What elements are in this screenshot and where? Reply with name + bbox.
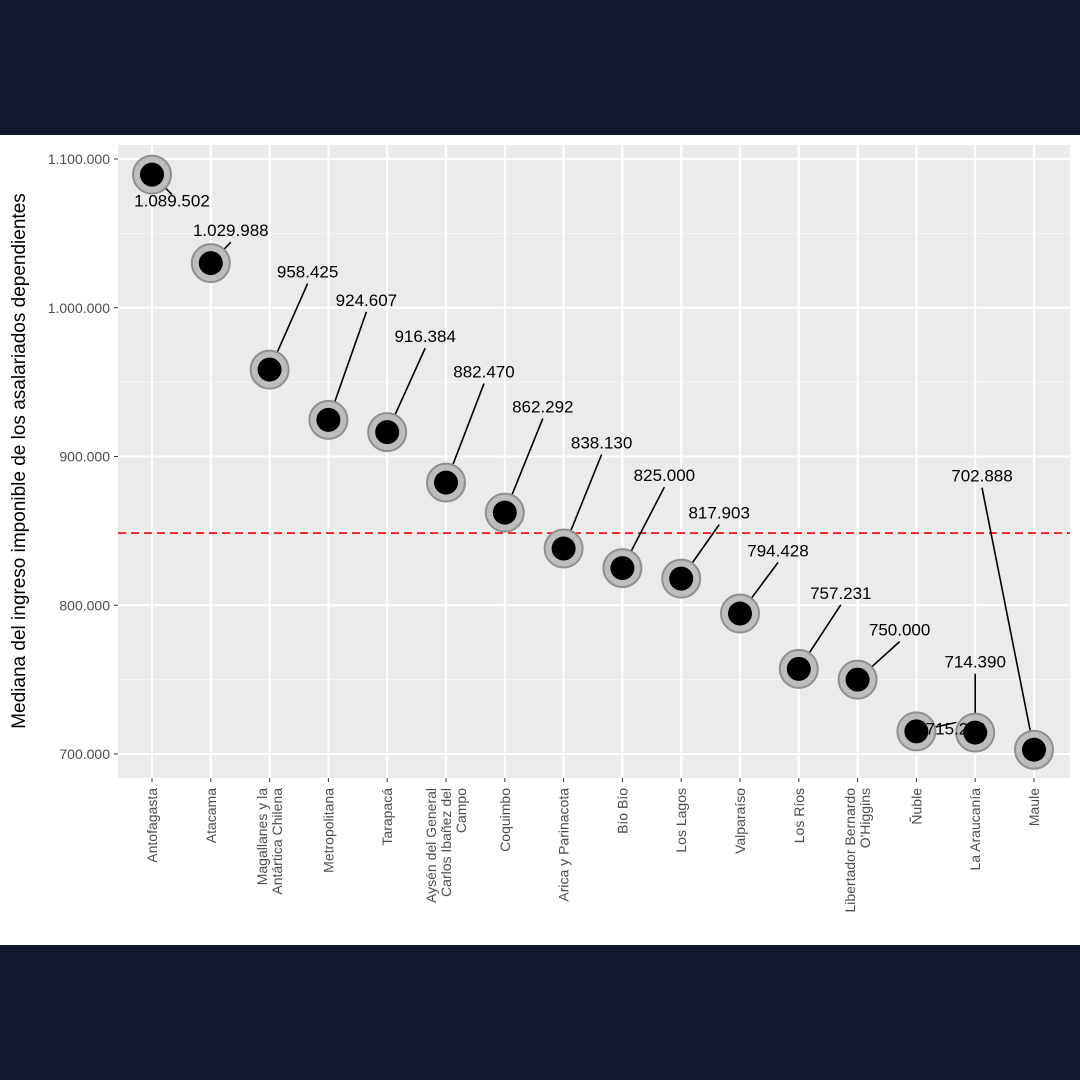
x-tick-line: Atacama bbox=[203, 788, 219, 843]
data-label: 715.221 bbox=[926, 719, 987, 738]
x-tick-text: Bío Bío bbox=[614, 788, 630, 834]
data-points bbox=[132, 154, 1054, 770]
y-axis-ticks: 700.000 800.000 900.000 1.000.000 1.100.000 bbox=[48, 151, 118, 762]
data-point bbox=[963, 720, 988, 745]
x-tick-text: Libertador BernardoO'Higgins bbox=[842, 788, 873, 913]
data-point bbox=[669, 566, 694, 591]
x-tick-label: Arica y Parinacota bbox=[556, 788, 572, 902]
data-label: 714.390 bbox=[944, 653, 1005, 672]
data-point bbox=[375, 420, 400, 445]
data-point bbox=[904, 719, 929, 744]
x-tick-line: Campo bbox=[453, 788, 469, 833]
x-tick-text: Tarapacá bbox=[379, 788, 395, 846]
x-tick-label: Tarapacá bbox=[379, 788, 395, 846]
x-tick-label: Valparaíso bbox=[732, 788, 748, 854]
label-leader bbox=[981, 487, 1035, 750]
data-label: 702.888 bbox=[951, 467, 1012, 486]
x-tick-label: Aysén del GeneralCarlos Ibañez delCampo bbox=[423, 788, 469, 903]
data-point bbox=[728, 601, 752, 626]
x-tick-line: Valparaíso bbox=[732, 788, 748, 854]
x-tick-text: Aysén del GeneralCarlos Ibañez delCampo bbox=[423, 788, 469, 903]
dot-chart: 1.089.502 1.029.988 958.425 924.607 916.384 8… bbox=[9, 145, 1070, 913]
x-tick-label: Los Ríos bbox=[791, 788, 807, 843]
x-tick-line: Tarapacá bbox=[379, 788, 395, 846]
data-point bbox=[845, 667, 870, 692]
x-tick-line: Los Ríos bbox=[791, 788, 807, 843]
data-label: 1.029.988 bbox=[193, 221, 269, 240]
data-point bbox=[198, 251, 223, 276]
data-point bbox=[551, 536, 576, 561]
data-point bbox=[786, 656, 811, 681]
x-tick-text: Arica y Parinacota bbox=[556, 788, 572, 902]
x-tick-label: Magallanes y laAntártica Chilena bbox=[254, 788, 285, 895]
x-tick-line: Antofagasta bbox=[144, 788, 160, 863]
x-tick-label: Antofagasta bbox=[144, 788, 160, 863]
x-axis-ticks: Antofagasta Atacama Magallanes y laAntárti… bbox=[144, 778, 1042, 913]
data-label: 862.292 bbox=[512, 398, 573, 417]
x-tick-line: Magallanes y la bbox=[254, 788, 270, 885]
x-tick-line: O'Higgins bbox=[857, 788, 873, 848]
x-tick-label: Atacama bbox=[203, 788, 219, 843]
x-tick-label: La Araucanía bbox=[967, 788, 983, 871]
x-tick-label: Los Lagos bbox=[673, 788, 689, 853]
data-label: 924.607 bbox=[336, 291, 397, 310]
data-label: 817.903 bbox=[688, 504, 749, 523]
x-tick-text: Los Ríos bbox=[791, 788, 807, 843]
data-point bbox=[316, 407, 341, 432]
data-point bbox=[610, 556, 635, 581]
data-label: 882.470 bbox=[453, 363, 514, 382]
x-tick-label: Maule bbox=[1026, 788, 1042, 826]
x-tick-line: Libertador Bernardo bbox=[842, 788, 858, 913]
data-label: 825.000 bbox=[634, 466, 695, 485]
plot-panel bbox=[118, 145, 1070, 778]
data-point bbox=[492, 500, 517, 525]
y-tick-label: 700.000 bbox=[59, 746, 110, 762]
data-labels: 1.089.502 1.029.988 958.425 924.607 916.384 8… bbox=[134, 192, 1013, 739]
x-tick-line: Bío Bío bbox=[614, 788, 630, 834]
x-tick-text: La Araucanía bbox=[967, 788, 983, 871]
x-tick-text: Atacama bbox=[203, 788, 219, 843]
x-tick-line: Maule bbox=[1026, 788, 1042, 826]
x-tick-line: Arica y Parinacota bbox=[556, 788, 572, 902]
data-label: 916.384 bbox=[394, 327, 455, 346]
data-point bbox=[1022, 737, 1046, 762]
y-tick-label: 1.000.000 bbox=[48, 300, 110, 316]
data-point bbox=[140, 162, 164, 187]
x-tick-text: Los Lagos bbox=[673, 788, 689, 853]
x-tick-label: Bío Bío bbox=[614, 788, 630, 834]
x-tick-line: Aysén del General bbox=[423, 788, 439, 903]
grid-major bbox=[118, 145, 1070, 778]
y-axis-label: Mediana del ingreso imponible de los asa… bbox=[9, 193, 30, 729]
data-label: 794.428 bbox=[747, 542, 808, 561]
x-tick-text: Ñuble bbox=[908, 788, 924, 825]
x-tick-text: Valparaíso bbox=[732, 788, 748, 854]
data-point bbox=[434, 470, 458, 495]
x-tick-text: Maule bbox=[1026, 788, 1042, 826]
x-tick-line: Los Lagos bbox=[673, 788, 689, 853]
x-tick-text: Coquimbo bbox=[497, 788, 513, 852]
x-tick-label: Libertador BernardoO'Higgins bbox=[842, 788, 873, 913]
data-label: 1.089.502 bbox=[134, 192, 210, 211]
data-label: 838.130 bbox=[571, 434, 632, 453]
x-tick-line: Metropolitana bbox=[320, 788, 336, 873]
y-tick-label: 800.000 bbox=[59, 597, 110, 613]
data-label: 750.000 bbox=[869, 621, 930, 640]
chart-canvas: 1.089.502 1.029.988 958.425 924.607 916.384 8… bbox=[0, 135, 1080, 945]
x-tick-text: Antofagasta bbox=[144, 788, 160, 863]
x-tick-label: Ñuble bbox=[908, 788, 924, 825]
x-tick-line: Ñuble bbox=[908, 788, 924, 825]
y-tick-label: 900.000 bbox=[59, 449, 110, 465]
x-tick-line: La Araucanía bbox=[967, 788, 983, 871]
x-tick-text: Magallanes y laAntártica Chilena bbox=[254, 788, 285, 895]
x-tick-line: Carlos Ibañez del bbox=[438, 788, 454, 897]
data-label: 958.425 bbox=[277, 263, 338, 282]
x-tick-line: Antártica Chilena bbox=[269, 788, 285, 895]
x-tick-label: Coquimbo bbox=[497, 788, 513, 852]
x-tick-line: Coquimbo bbox=[497, 788, 513, 852]
x-tick-label: Metropolitana bbox=[320, 788, 336, 873]
x-tick-text: Metropolitana bbox=[320, 788, 336, 873]
data-label: 757.231 bbox=[810, 584, 871, 603]
data-point bbox=[257, 357, 282, 382]
y-tick-label: 1.100.000 bbox=[48, 151, 110, 167]
